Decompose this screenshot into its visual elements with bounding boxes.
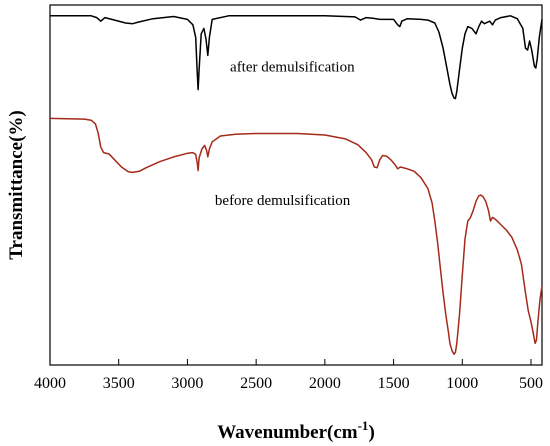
y-axis-title: Transmittance(%) [6,110,27,260]
annotation-1: before demulsification [215,193,351,209]
x-tick-label-4000: 4000 [34,375,66,392]
x-ticks [49,359,532,365]
x-tick-label-2500: 2500 [240,375,272,392]
annotation-0: after demulsification [230,60,355,76]
spectrum-line-1 [49,117,543,355]
x-tick-label-1500: 1500 [378,375,410,392]
series-layer [49,15,543,355]
x-axis-title: Wavenumber(cm-1) [217,418,375,443]
x-tick-labels: 4000 3500 3000 2500 2000 1500 1000 500 [34,375,543,392]
x-tick-label-3000: 3000 [171,375,203,392]
spectrum-line-0 [50,15,543,100]
x-tick-label-3500: 3500 [103,375,135,392]
plot-frame [49,4,543,366]
x-tick-label-2000: 2000 [309,375,341,392]
x-tick-label-500: 500 [519,375,543,392]
annotations: after demulsification before demulsificat… [215,60,355,209]
x-tick-label-1000: 1000 [446,375,478,392]
